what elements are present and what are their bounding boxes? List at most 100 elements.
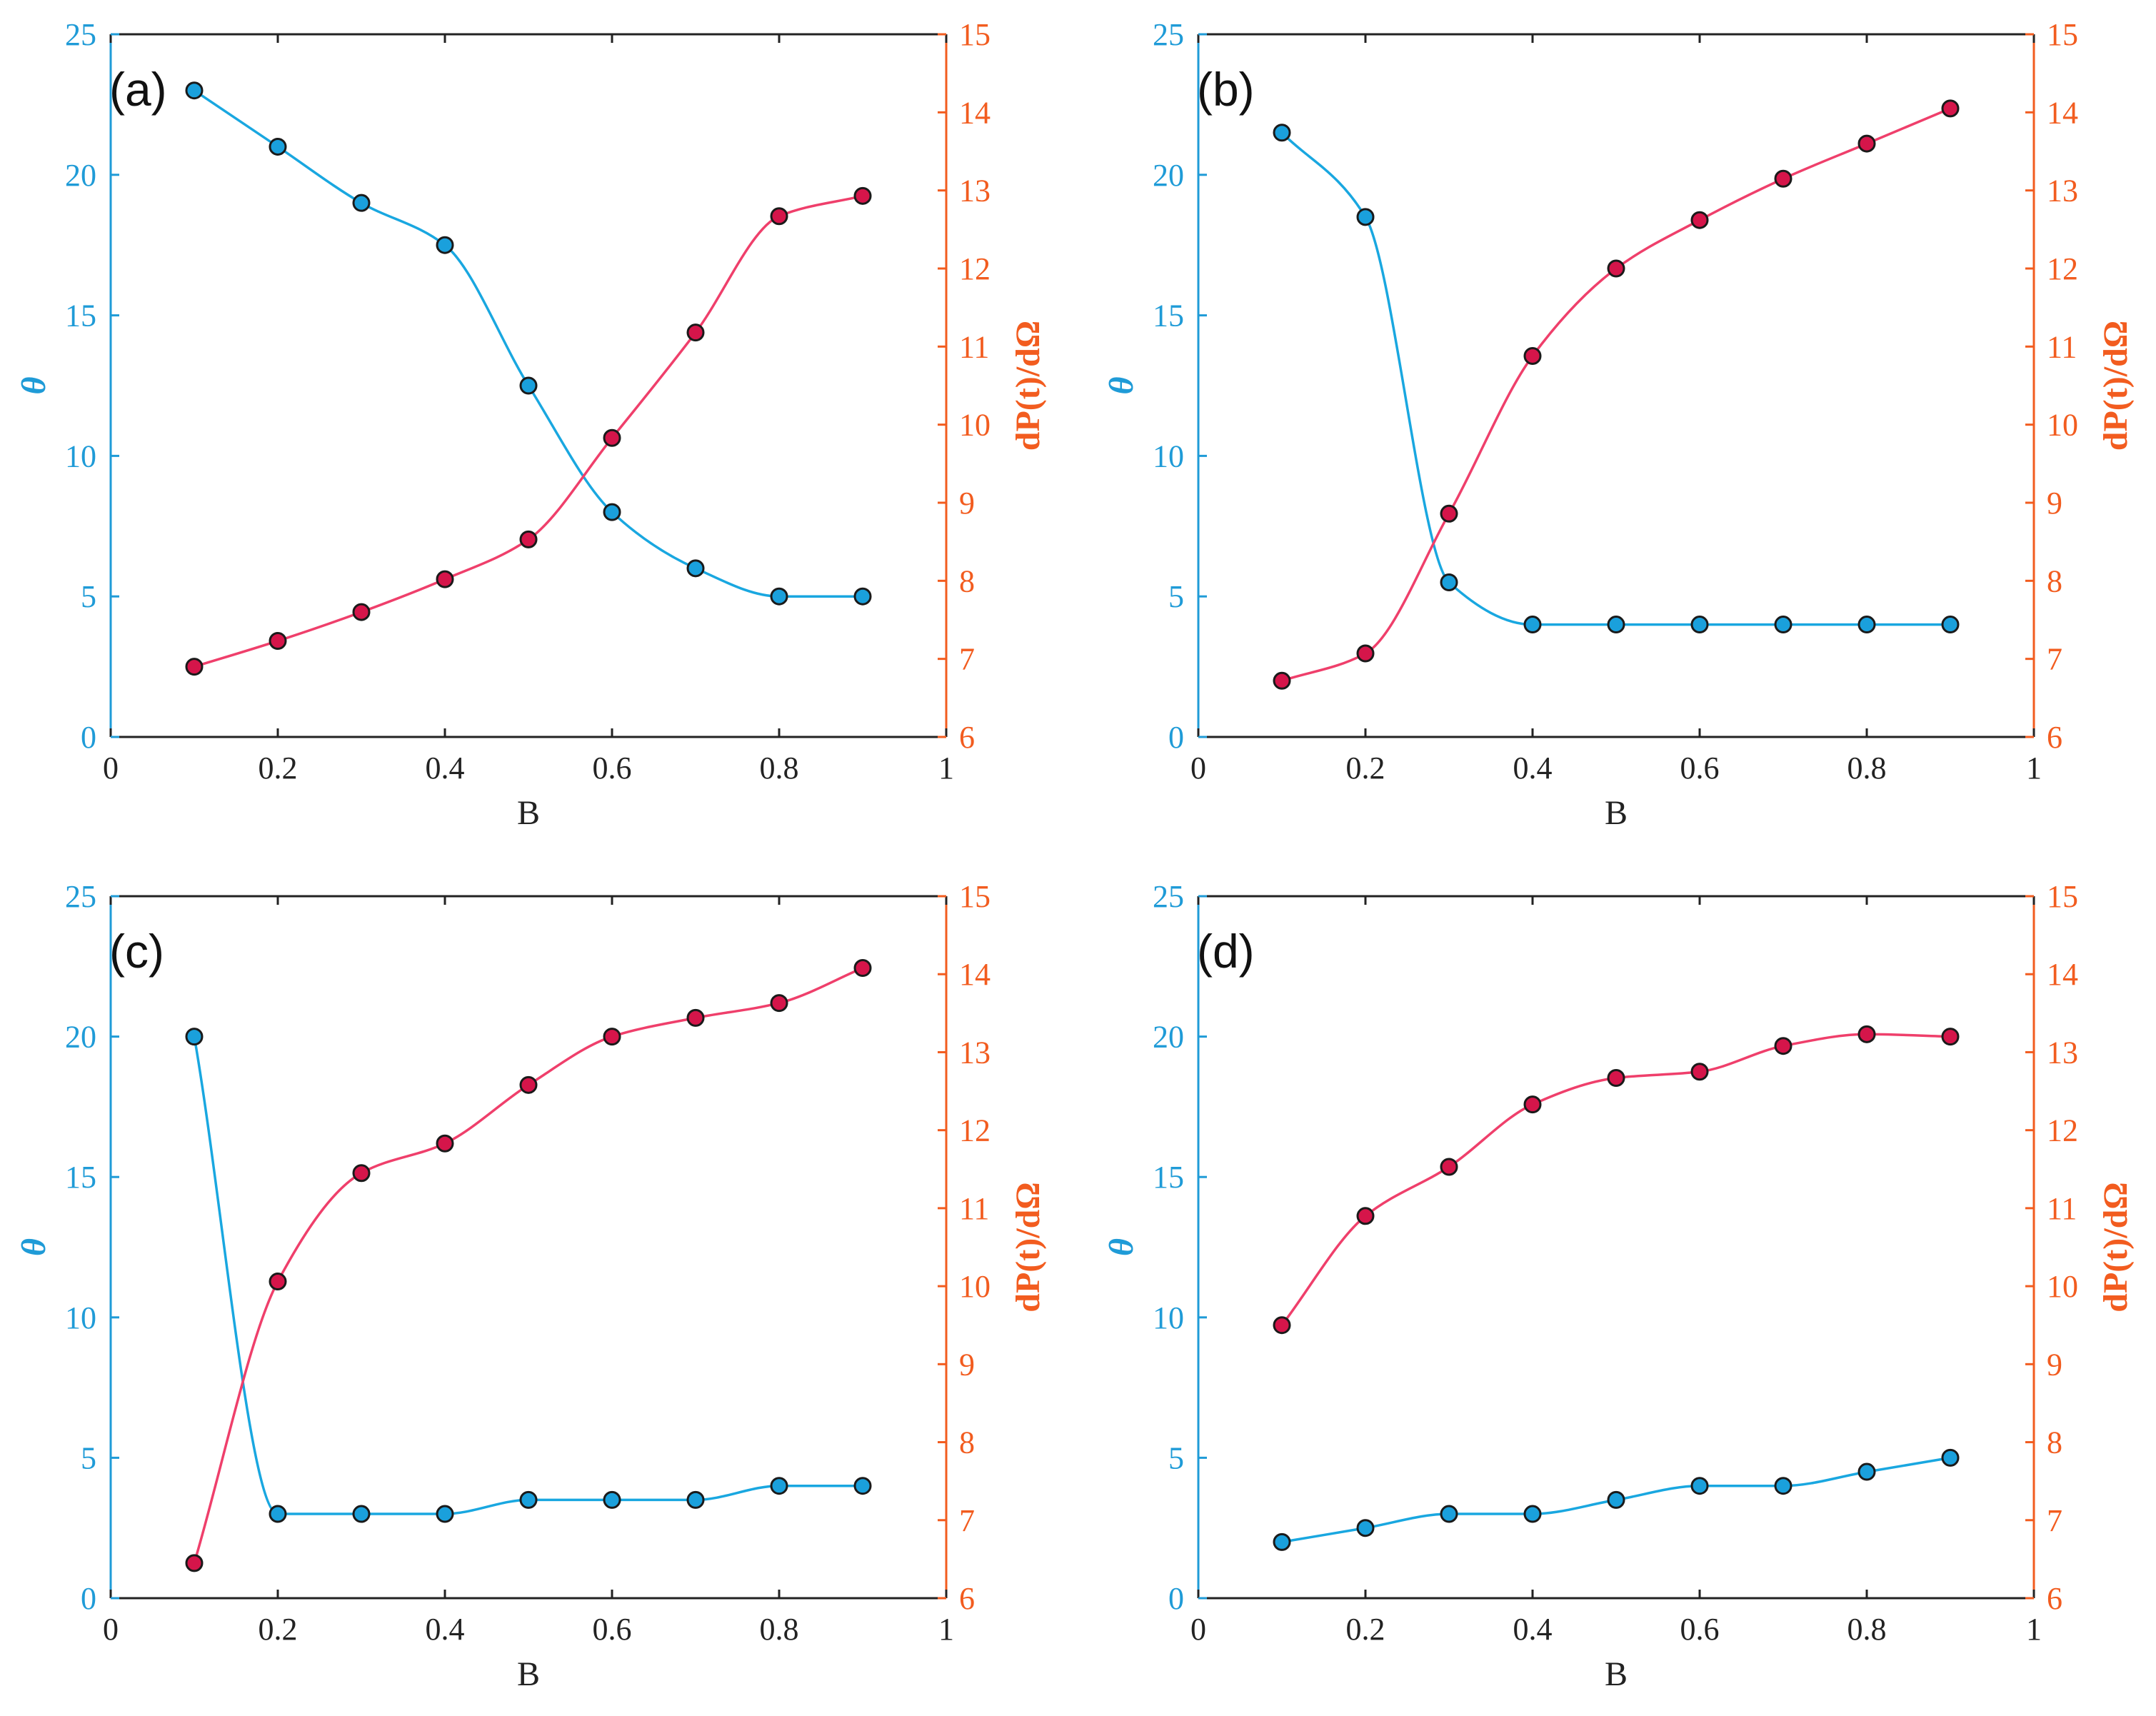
power-data-point xyxy=(1690,1063,1709,1081)
x-tick-label: 0 xyxy=(1190,751,1206,786)
x-tick-label: 0.2 xyxy=(259,1612,298,1647)
y-right-tick-label: 13 xyxy=(959,174,991,209)
x-tick-label: 0.4 xyxy=(1513,1612,1553,1647)
power-data-point xyxy=(1440,1158,1458,1176)
theta-data-point xyxy=(603,503,621,521)
power-data-point xyxy=(770,994,788,1013)
theta-data-point xyxy=(352,194,371,212)
power-data-point xyxy=(853,186,872,205)
theta-data-point xyxy=(1690,616,1709,634)
power-data-point xyxy=(352,1164,371,1183)
y-left-tick-label: 0 xyxy=(1168,720,1184,755)
power-data-point xyxy=(1523,346,1542,365)
y-left-axis-label: θ xyxy=(15,1238,53,1256)
y-right-tick-label: 6 xyxy=(2047,720,2062,755)
theta-data-point xyxy=(1356,1519,1375,1537)
power-data-point xyxy=(519,530,538,548)
theta-data-point xyxy=(1690,1477,1709,1495)
y-left-tick-label: 25 xyxy=(1153,17,1184,52)
x-tick-label: 0.8 xyxy=(760,751,799,786)
power-series-line xyxy=(1280,1033,1951,1326)
theta-data-point xyxy=(519,376,538,395)
y-right-tick-label: 12 xyxy=(959,1113,991,1148)
y-right-tick-label: 9 xyxy=(959,486,975,521)
x-tick-label: 1 xyxy=(938,1612,954,1647)
x-tick-label: 0.2 xyxy=(1346,1612,1385,1647)
x-tick-label: 0.4 xyxy=(1513,751,1553,786)
y-left-tick-label: 15 xyxy=(65,1160,96,1195)
y-left-tick-label: 15 xyxy=(1153,298,1184,333)
y-left-tick-label: 20 xyxy=(1153,158,1184,193)
y-left-tick-label: 10 xyxy=(1153,1300,1184,1335)
y-right-tick-label: 7 xyxy=(959,1503,975,1538)
power-data-point xyxy=(1941,1028,1960,1046)
x-tick-label: 0.6 xyxy=(1680,751,1720,786)
power-data-point xyxy=(269,632,287,651)
x-tick-label: 0 xyxy=(1190,1612,1206,1647)
power-data-point xyxy=(686,1008,705,1027)
theta-data-point xyxy=(436,236,454,254)
y-left-tick-label: 5 xyxy=(81,579,96,614)
y-right-tick-label: 9 xyxy=(959,1347,975,1382)
chart-panel-a: 0 0.2 0.4 0.6 0.8 105101520256789101112131415… xyxy=(15,17,1047,832)
x-tick-label: 0.6 xyxy=(593,1612,632,1647)
y-left-tick-label: 10 xyxy=(65,1300,96,1335)
chart-panel-d: 0 0.2 0.4 0.6 0.8 105101520256789101112131415… xyxy=(1103,879,2135,1693)
power-series-line xyxy=(1281,107,1951,682)
theta-data-point xyxy=(770,1477,788,1495)
power-data-point xyxy=(185,1554,204,1572)
y-left-tick-label: 5 xyxy=(81,1440,96,1475)
power-data-point xyxy=(1440,504,1458,523)
y-right-tick-label: 9 xyxy=(2047,486,2062,521)
y-right-tick-label: 8 xyxy=(959,563,975,598)
theta-data-point xyxy=(1273,124,1291,142)
y-right-tick-label: 11 xyxy=(2047,329,2077,364)
x-tick-label: 0.2 xyxy=(259,751,298,786)
y-right-tick-label: 11 xyxy=(959,1191,989,1226)
panel-label: (c) xyxy=(109,925,164,978)
y-left-tick-label: 15 xyxy=(1153,1160,1184,1195)
power-data-point xyxy=(1857,134,1876,153)
power-data-point xyxy=(519,1075,538,1094)
theta-data-point xyxy=(1774,1477,1793,1495)
y-left-tick-label: 10 xyxy=(65,438,96,473)
y-right-tick-label: 15 xyxy=(2047,879,2078,914)
power-data-point xyxy=(1690,211,1709,229)
y-right-tick-label: 8 xyxy=(2047,563,2062,598)
y-right-axis-label: dP(t)/dΩ xyxy=(2097,1182,2135,1312)
power-data-point xyxy=(1523,1095,1542,1114)
theta-data-point xyxy=(603,1490,621,1509)
x-axis-label: B xyxy=(1605,1655,1628,1693)
y-right-tick-label: 14 xyxy=(2047,957,2078,992)
theta-data-point xyxy=(686,559,705,578)
y-right-tick-label: 7 xyxy=(2047,1503,2062,1538)
y-right-axis-label: dP(t)/dΩ xyxy=(1009,321,1047,451)
power-series-line xyxy=(193,966,863,1564)
y-right-tick-label: 9 xyxy=(2047,1347,2062,1382)
power-data-point xyxy=(686,323,705,342)
chart-panel-b: 0 0.2 0.4 0.6 0.8 105101520256789101112131415… xyxy=(1103,17,2135,832)
x-axis-label: B xyxy=(1605,794,1628,832)
y-right-tick-label: 8 xyxy=(2047,1425,2062,1460)
theta-data-point xyxy=(352,1505,371,1523)
power-data-point xyxy=(1356,1207,1375,1225)
theta-data-point xyxy=(519,1490,538,1509)
y-left-tick-label: 5 xyxy=(1168,579,1184,614)
power-data-point xyxy=(436,570,454,588)
theta-series-line xyxy=(1280,131,1950,626)
y-right-tick-label: 13 xyxy=(2047,1035,2078,1070)
y-right-tick-label: 15 xyxy=(959,879,991,914)
theta-data-point xyxy=(686,1490,705,1509)
y-left-tick-label: 0 xyxy=(1168,1581,1184,1616)
y-right-axis-label: dP(t)/dΩ xyxy=(1009,1182,1047,1312)
theta-data-point xyxy=(1440,573,1458,592)
y-right-tick-label: 7 xyxy=(2047,642,2062,677)
theta-data-point xyxy=(185,1028,204,1046)
y-right-tick-label: 10 xyxy=(959,1269,991,1304)
y-left-axis-label: θ xyxy=(1103,376,1140,394)
y-left-tick-label: 15 xyxy=(65,298,96,333)
power-data-point xyxy=(1607,1068,1625,1087)
y-left-tick-label: 25 xyxy=(65,879,96,914)
x-tick-label: 0.8 xyxy=(1847,751,1887,786)
